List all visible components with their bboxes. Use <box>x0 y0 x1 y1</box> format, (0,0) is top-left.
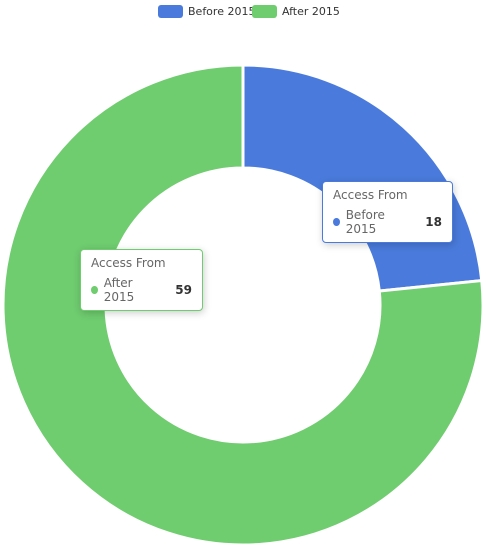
legend-swatch[interactable] <box>252 5 277 18</box>
tooltip-value: 18 <box>425 215 442 229</box>
tooltip-dot <box>91 286 98 294</box>
tooltip-dot <box>333 218 340 226</box>
tooltip-title: Access From <box>333 188 408 202</box>
tooltip-title: Access From <box>91 256 166 270</box>
legend-label[interactable]: After 2015 <box>282 5 340 18</box>
tooltip-row: After 2015 59 <box>91 276 192 304</box>
legend-label[interactable]: Before 2015 <box>188 5 255 18</box>
tooltip-row: Before 2015 18 <box>333 208 442 236</box>
donut-slice <box>1 63 485 547</box>
tooltip-value: 59 <box>175 283 192 297</box>
donut-slice <box>241 63 484 293</box>
legend-swatch[interactable] <box>158 5 183 18</box>
tooltip: Access From Before 2015 18 <box>322 181 453 243</box>
tooltip-label: Before 2015 <box>345 208 385 236</box>
tooltip-label: After 2015 <box>103 276 135 304</box>
tooltip: Access From After 2015 59 <box>80 249 203 311</box>
